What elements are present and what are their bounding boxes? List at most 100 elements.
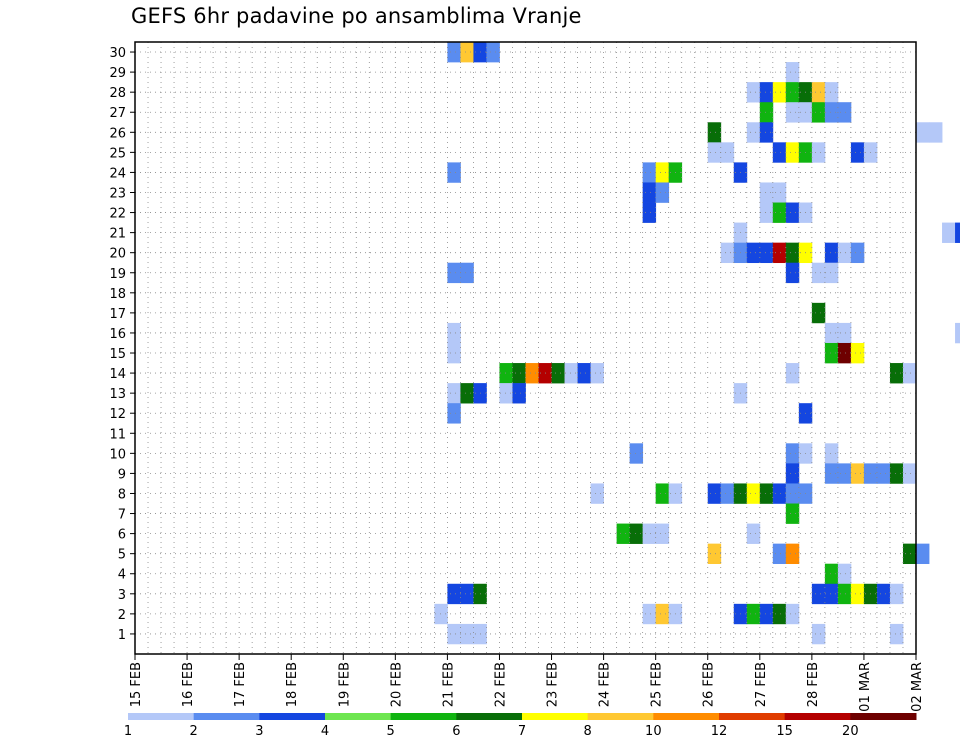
heatmap-cell — [889, 463, 904, 484]
heatmap-cell — [785, 463, 800, 484]
y-tick-label: 5 — [118, 548, 126, 563]
heatmap-cell — [811, 142, 826, 163]
x-tick-label: 18 FEB — [285, 662, 300, 707]
color-legend: 1 2 3 4 5 6 7 8 10 12 15 20 — [124, 713, 917, 739]
heatmap-cell — [746, 603, 761, 625]
heatmap-cell — [447, 322, 461, 344]
y-tick-label: 16 — [109, 327, 126, 342]
heatmap-cell — [916, 543, 930, 565]
y-tick-label: 27 — [109, 106, 126, 121]
heatmap-cell — [837, 242, 852, 264]
y-tick-label: 10 — [109, 447, 126, 462]
heatmap-cell — [811, 262, 826, 284]
heatmap-cell — [785, 202, 800, 223]
heatmap-cell — [655, 523, 670, 544]
heatmap-cell — [642, 182, 657, 203]
heatmap-cell — [785, 363, 800, 384]
heatmap-cell — [837, 463, 852, 484]
y-tick-label: 4 — [118, 568, 126, 583]
y-tick-label: 13 — [109, 387, 126, 402]
heatmap-cell — [876, 463, 891, 484]
x-tick-label: 20 FEB — [389, 662, 404, 707]
heatmap-cell — [707, 483, 722, 504]
y-tick-label: 19 — [109, 267, 126, 282]
heatmap-cell — [512, 363, 526, 384]
heatmap-cell — [824, 102, 839, 123]
legend-swatch — [784, 713, 851, 720]
legend-swatch — [390, 713, 457, 720]
y-tick-label: 29 — [109, 66, 126, 81]
heatmap-cell — [824, 583, 839, 605]
heatmap-cell — [746, 242, 761, 264]
heatmap-cell — [707, 122, 722, 143]
legend-swatch — [522, 713, 589, 720]
x-tick-label: 24 FEB — [598, 662, 613, 707]
legend-label: 5 — [387, 724, 395, 739]
y-tick-label: 23 — [109, 186, 126, 201]
heatmap-cell — [447, 262, 461, 284]
legend-swatch — [259, 713, 326, 720]
heatmap-cell — [811, 82, 826, 103]
heatmap-cell — [642, 603, 657, 625]
heatmap-cell — [785, 82, 800, 103]
heatmap-cell — [785, 443, 800, 464]
heatmap-cell — [785, 603, 800, 625]
heatmap-cell — [720, 142, 735, 163]
x-axis: 15 FEB 16 FEB 17 FEB 18 FEB 19 FEB 20 FEB 21 F… — [129, 654, 925, 712]
heatmap-cell — [759, 483, 774, 504]
heatmap-cell — [616, 523, 631, 544]
heatmap-cell — [447, 383, 461, 404]
heatmap-cell — [447, 342, 461, 364]
heatmap-cell — [889, 363, 904, 384]
heatmap-cell — [499, 363, 513, 384]
heatmap-cell — [746, 122, 761, 143]
heatmap-cell — [837, 102, 852, 123]
x-tick-label: 01 MAR — [858, 662, 873, 712]
x-tick-label: 17 FEB — [233, 662, 248, 707]
y-tick-label: 15 — [109, 347, 126, 362]
legend-swatch — [719, 713, 786, 720]
heatmap-cell — [759, 82, 774, 103]
heatmap-cell — [942, 222, 956, 243]
legend-label: 4 — [321, 724, 329, 739]
legend-label: 20 — [842, 724, 859, 739]
y-tick-label: 28 — [109, 86, 126, 101]
y-tick-label: 24 — [109, 166, 126, 181]
heatmap-cell — [720, 483, 735, 504]
x-tick-label: 26 FEB — [702, 662, 717, 707]
x-tick-label: 23 FEB — [546, 662, 561, 707]
heatmap-cell — [447, 162, 461, 183]
heatmap-cell — [785, 102, 800, 123]
chart-title: GEFS 6hr padavine po ansamblima Vranje — [131, 4, 582, 28]
x-tick-label: 21 FEB — [441, 662, 456, 707]
heatmap-cell — [759, 202, 774, 223]
heatmap-cell — [434, 603, 448, 625]
y-tick-label: 18 — [109, 287, 126, 302]
heatmap-cell — [460, 583, 474, 605]
y-tick-label: 22 — [109, 207, 126, 222]
x-tick-label: 28 FEB — [806, 662, 821, 707]
heatmap-cell — [642, 162, 657, 183]
heatmap-cell — [655, 182, 670, 203]
heatmap-cell — [889, 583, 904, 605]
heatmap-cell — [772, 182, 787, 203]
x-tick-label: 19 FEB — [337, 662, 352, 707]
heatmap-cell — [772, 82, 787, 103]
legend-swatch — [193, 713, 260, 720]
heatmap-cell — [629, 443, 644, 464]
y-tick-label: 30 — [109, 46, 126, 61]
heatmap-cell — [902, 463, 917, 484]
heatmap-cell — [929, 122, 943, 143]
legend-label: 15 — [776, 724, 793, 739]
heatmap-cell — [486, 42, 500, 63]
heatmap-cell — [772, 603, 787, 625]
heatmap-cell — [564, 363, 578, 384]
heatmap-cell — [447, 42, 461, 63]
heatmap-cell — [850, 463, 865, 484]
gridlines — [135, 42, 916, 654]
heatmap-cell — [460, 262, 474, 284]
y-tick-label: 21 — [109, 227, 126, 242]
heatmap-cell — [850, 242, 865, 264]
heatmap-cell — [525, 363, 539, 384]
